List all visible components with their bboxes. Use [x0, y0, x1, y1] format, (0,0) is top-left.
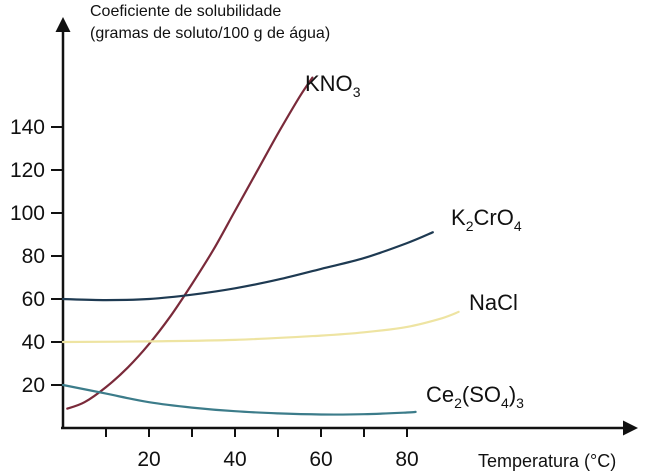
x-axis-title: Temperatura (°C): [478, 451, 616, 471]
y-tick-label-40: 40: [22, 331, 45, 354]
y-axis-title-line-2: (gramas de soluto/100 g de água): [90, 25, 330, 42]
series-lines: [61, 76, 460, 416]
tick-labels: 20 40 60 80 20 40 60 80 100 120 140: [10, 116, 419, 471]
y-tick-label-120: 120: [10, 159, 45, 182]
series-label-part: 4: [501, 395, 509, 411]
y-tick-label-80: 80: [22, 245, 45, 268]
x-tick-label-60: 60: [309, 448, 332, 471]
series-label-k2cro4: K2CrO4: [451, 205, 522, 234]
series-label-part: (SO: [462, 382, 501, 407]
y-tick-label-20: 20: [22, 374, 45, 397]
series-label-part: KNO: [305, 71, 353, 96]
x-tick-label-20: 20: [137, 448, 160, 471]
series-label-part: Ce: [426, 382, 454, 407]
series-label-part: 2: [466, 218, 474, 234]
y-axis-title-line-1: Coeficiente de solubilidade: [90, 3, 281, 20]
axis-ticks: [51, 126, 408, 437]
series-line-k2cro4: [61, 231, 434, 302]
x-tick-label-40: 40: [223, 448, 246, 471]
series-label-ce2so43: Ce2(SO4)3: [426, 382, 524, 411]
series-label-part: NaCl: [469, 290, 518, 315]
series-label-part: 3: [516, 395, 524, 411]
x-tick-label-80: 80: [395, 448, 418, 471]
series-line-ce2so43: [61, 383, 417, 416]
series-label-kno3: KNO3: [305, 71, 361, 100]
series-line-kno3: [66, 76, 314, 410]
series-label-part: 4: [514, 218, 522, 234]
series-label-part: 3: [353, 84, 361, 100]
y-tick-label-100: 100: [10, 202, 45, 225]
series-label-part: ): [509, 382, 516, 407]
series-label-nacl: NaCl: [469, 290, 518, 315]
y-tick-label-60: 60: [22, 288, 45, 311]
series-label-part: 2: [454, 395, 462, 411]
series-line-nacl: [61, 310, 460, 344]
series-label-part: K: [451, 205, 466, 230]
series-label-part: CrO: [473, 205, 513, 230]
y-tick-label-140: 140: [10, 116, 45, 139]
